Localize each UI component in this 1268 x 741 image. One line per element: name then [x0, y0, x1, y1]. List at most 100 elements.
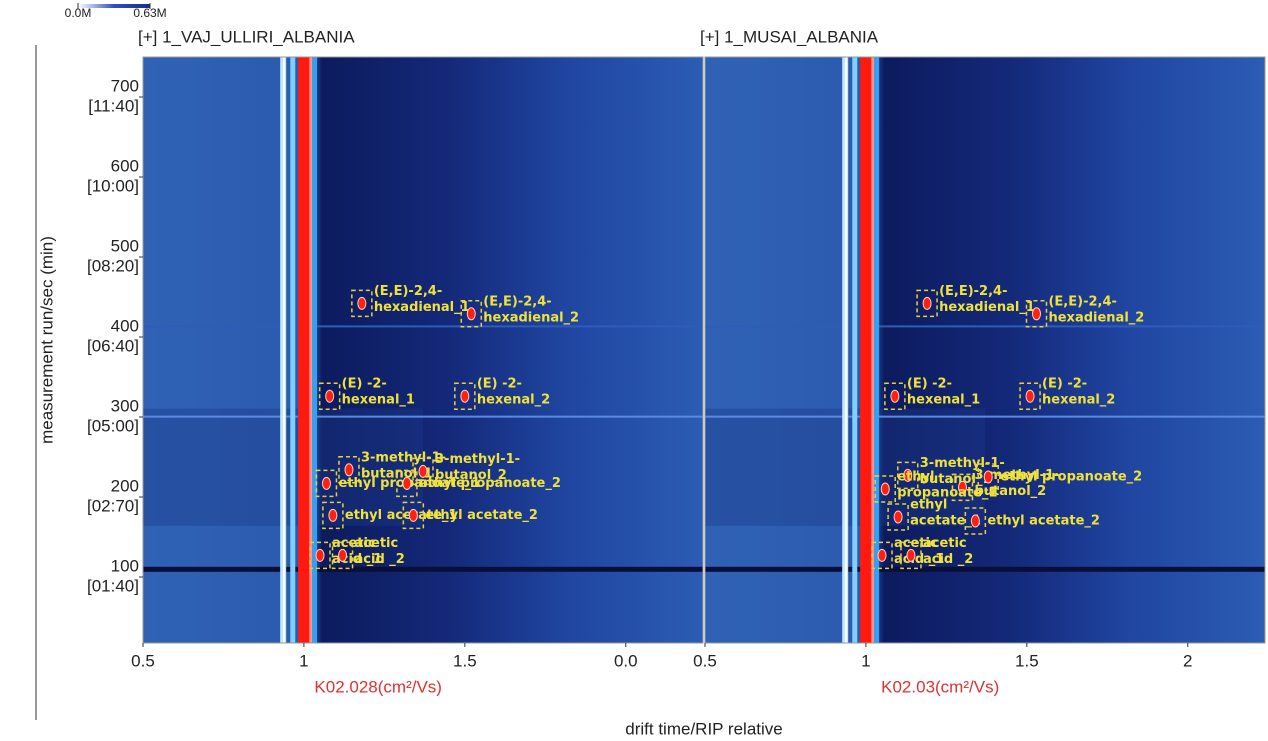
- peak-box: [338, 456, 360, 484]
- rip-line: [871, 57, 875, 643]
- peak-label: ethyl acetate_1: [345, 508, 458, 523]
- peak-label: (E,E)-2,4-: [374, 284, 442, 299]
- y-tick-label: 500: [111, 236, 139, 255]
- x-tick-label: 1: [299, 651, 308, 670]
- y-tick-sublabel: [08:20]: [87, 256, 139, 275]
- peak-label: ethyl propanoate_2: [419, 476, 561, 491]
- peak-label: acetic: [923, 536, 967, 551]
- x-tick-label: 1: [861, 651, 870, 670]
- rip-line: [874, 57, 880, 643]
- peak-label: hexadienal_1: [939, 300, 1035, 315]
- peak: [1025, 389, 1035, 403]
- peak-box: [871, 541, 893, 570]
- rip-line: [298, 57, 311, 643]
- peak: [983, 470, 993, 484]
- colorbar-label: 0.0M: [65, 6, 92, 20]
- peak-label: 3-methyl-1-: [974, 468, 1059, 483]
- x-tick-label: 2: [1183, 651, 1192, 670]
- peak-label: (E,E)-2,4-: [939, 284, 1007, 299]
- peak-label: hexadienal_2: [483, 310, 579, 325]
- peak-box: [460, 300, 483, 328]
- rip-line: [290, 57, 296, 643]
- peak: [957, 480, 967, 494]
- y-tick-label: 300: [111, 396, 139, 415]
- y-tick-sublabel: [05:00]: [87, 416, 139, 435]
- peak: [906, 548, 916, 562]
- peak-box: [318, 382, 341, 410]
- peak-box: [322, 501, 344, 530]
- horizontal-line: [143, 566, 703, 572]
- heatmap-background: [705, 57, 1265, 643]
- peak-label: hexenal_1: [907, 393, 980, 408]
- peak-label: 3-methyl-1-: [361, 450, 446, 465]
- peak-box: [884, 382, 906, 410]
- rip-line: [283, 57, 285, 643]
- horizontal-line: [705, 566, 1265, 572]
- peak-box: [402, 501, 425, 530]
- plot-frame: [142, 56, 704, 644]
- peak-label: acetic: [355, 536, 399, 551]
- rip-line: [309, 57, 313, 643]
- peak-label: ethyl: [897, 470, 934, 485]
- peak: [325, 389, 335, 403]
- colorbar-label: 0.63M: [133, 6, 166, 20]
- peak-label: hexenal_2: [1042, 393, 1115, 408]
- x-tick-label: 1.5: [1015, 651, 1039, 670]
- plot-frame: [704, 56, 1266, 644]
- peak: [344, 463, 354, 477]
- peak-label: ethyl acetate_2: [425, 508, 538, 523]
- x-axis-unit-label: K02.028(cm²/Vs): [314, 677, 442, 696]
- peak-label: hexadienal_1: [374, 300, 470, 315]
- peak-label: acid _2: [923, 552, 973, 567]
- peak-box: [964, 507, 987, 535]
- peak: [402, 476, 412, 490]
- peak-label: (E,E)-2,4-: [1048, 294, 1116, 309]
- peak-box: [897, 461, 919, 490]
- peak-label: ethyl propanoate_2: [1000, 470, 1142, 485]
- horizontal-line: [143, 415, 703, 418]
- peak-label: 3-methyl-1-: [435, 452, 520, 467]
- horizontal-line: [705, 415, 1265, 418]
- peak-box: [309, 541, 331, 570]
- peak-box: [977, 463, 999, 491]
- y-tick-label: 200: [111, 476, 139, 495]
- peak-box: [412, 457, 434, 486]
- peak-box: [1025, 300, 1048, 328]
- rip-line: [312, 57, 318, 643]
- peak: [408, 508, 418, 522]
- horizontal-line: [705, 325, 1265, 328]
- x-axis-label: drift time/RIP relative: [625, 719, 782, 738]
- peak: [922, 296, 932, 310]
- peak-box: [951, 473, 974, 502]
- peak-label: (E) -2-: [907, 377, 952, 392]
- peak-box: [331, 541, 354, 570]
- peak-box: [1019, 382, 1041, 410]
- x-tick-label: 0.5: [131, 651, 155, 670]
- peak-label: acid _2: [355, 552, 405, 567]
- peak-box: [874, 475, 896, 503]
- peak-box: [887, 503, 909, 531]
- x-tick-label: 1.5: [453, 651, 477, 670]
- peak-label: acetate_1: [910, 514, 981, 529]
- peak-label: butanol_2: [974, 484, 1046, 499]
- y-tick-sublabel: [06:40]: [87, 336, 139, 355]
- peak-label: butanol_1: [920, 472, 992, 487]
- peak-label: (E) -2-: [477, 377, 522, 392]
- peak-box: [900, 541, 922, 570]
- x-tick-label: 0.0: [614, 651, 638, 670]
- peak: [466, 307, 476, 321]
- peak-label: (E,E)-2,4-: [483, 294, 551, 309]
- peak: [880, 482, 890, 496]
- peak-label: butanol_2: [435, 468, 507, 483]
- peak-label: (E) -2-: [342, 377, 387, 392]
- peak: [418, 464, 428, 478]
- y-tick-label: 600: [111, 156, 139, 175]
- rip-line: [852, 57, 858, 643]
- peak: [460, 389, 470, 403]
- peak-box: [396, 469, 418, 498]
- peak: [877, 548, 887, 562]
- y-tick-sublabel: [01:40]: [87, 576, 139, 595]
- peak: [893, 510, 903, 524]
- panel-title: [+] 1_VAJ_ULLIRI_ALBANIA: [138, 27, 355, 46]
